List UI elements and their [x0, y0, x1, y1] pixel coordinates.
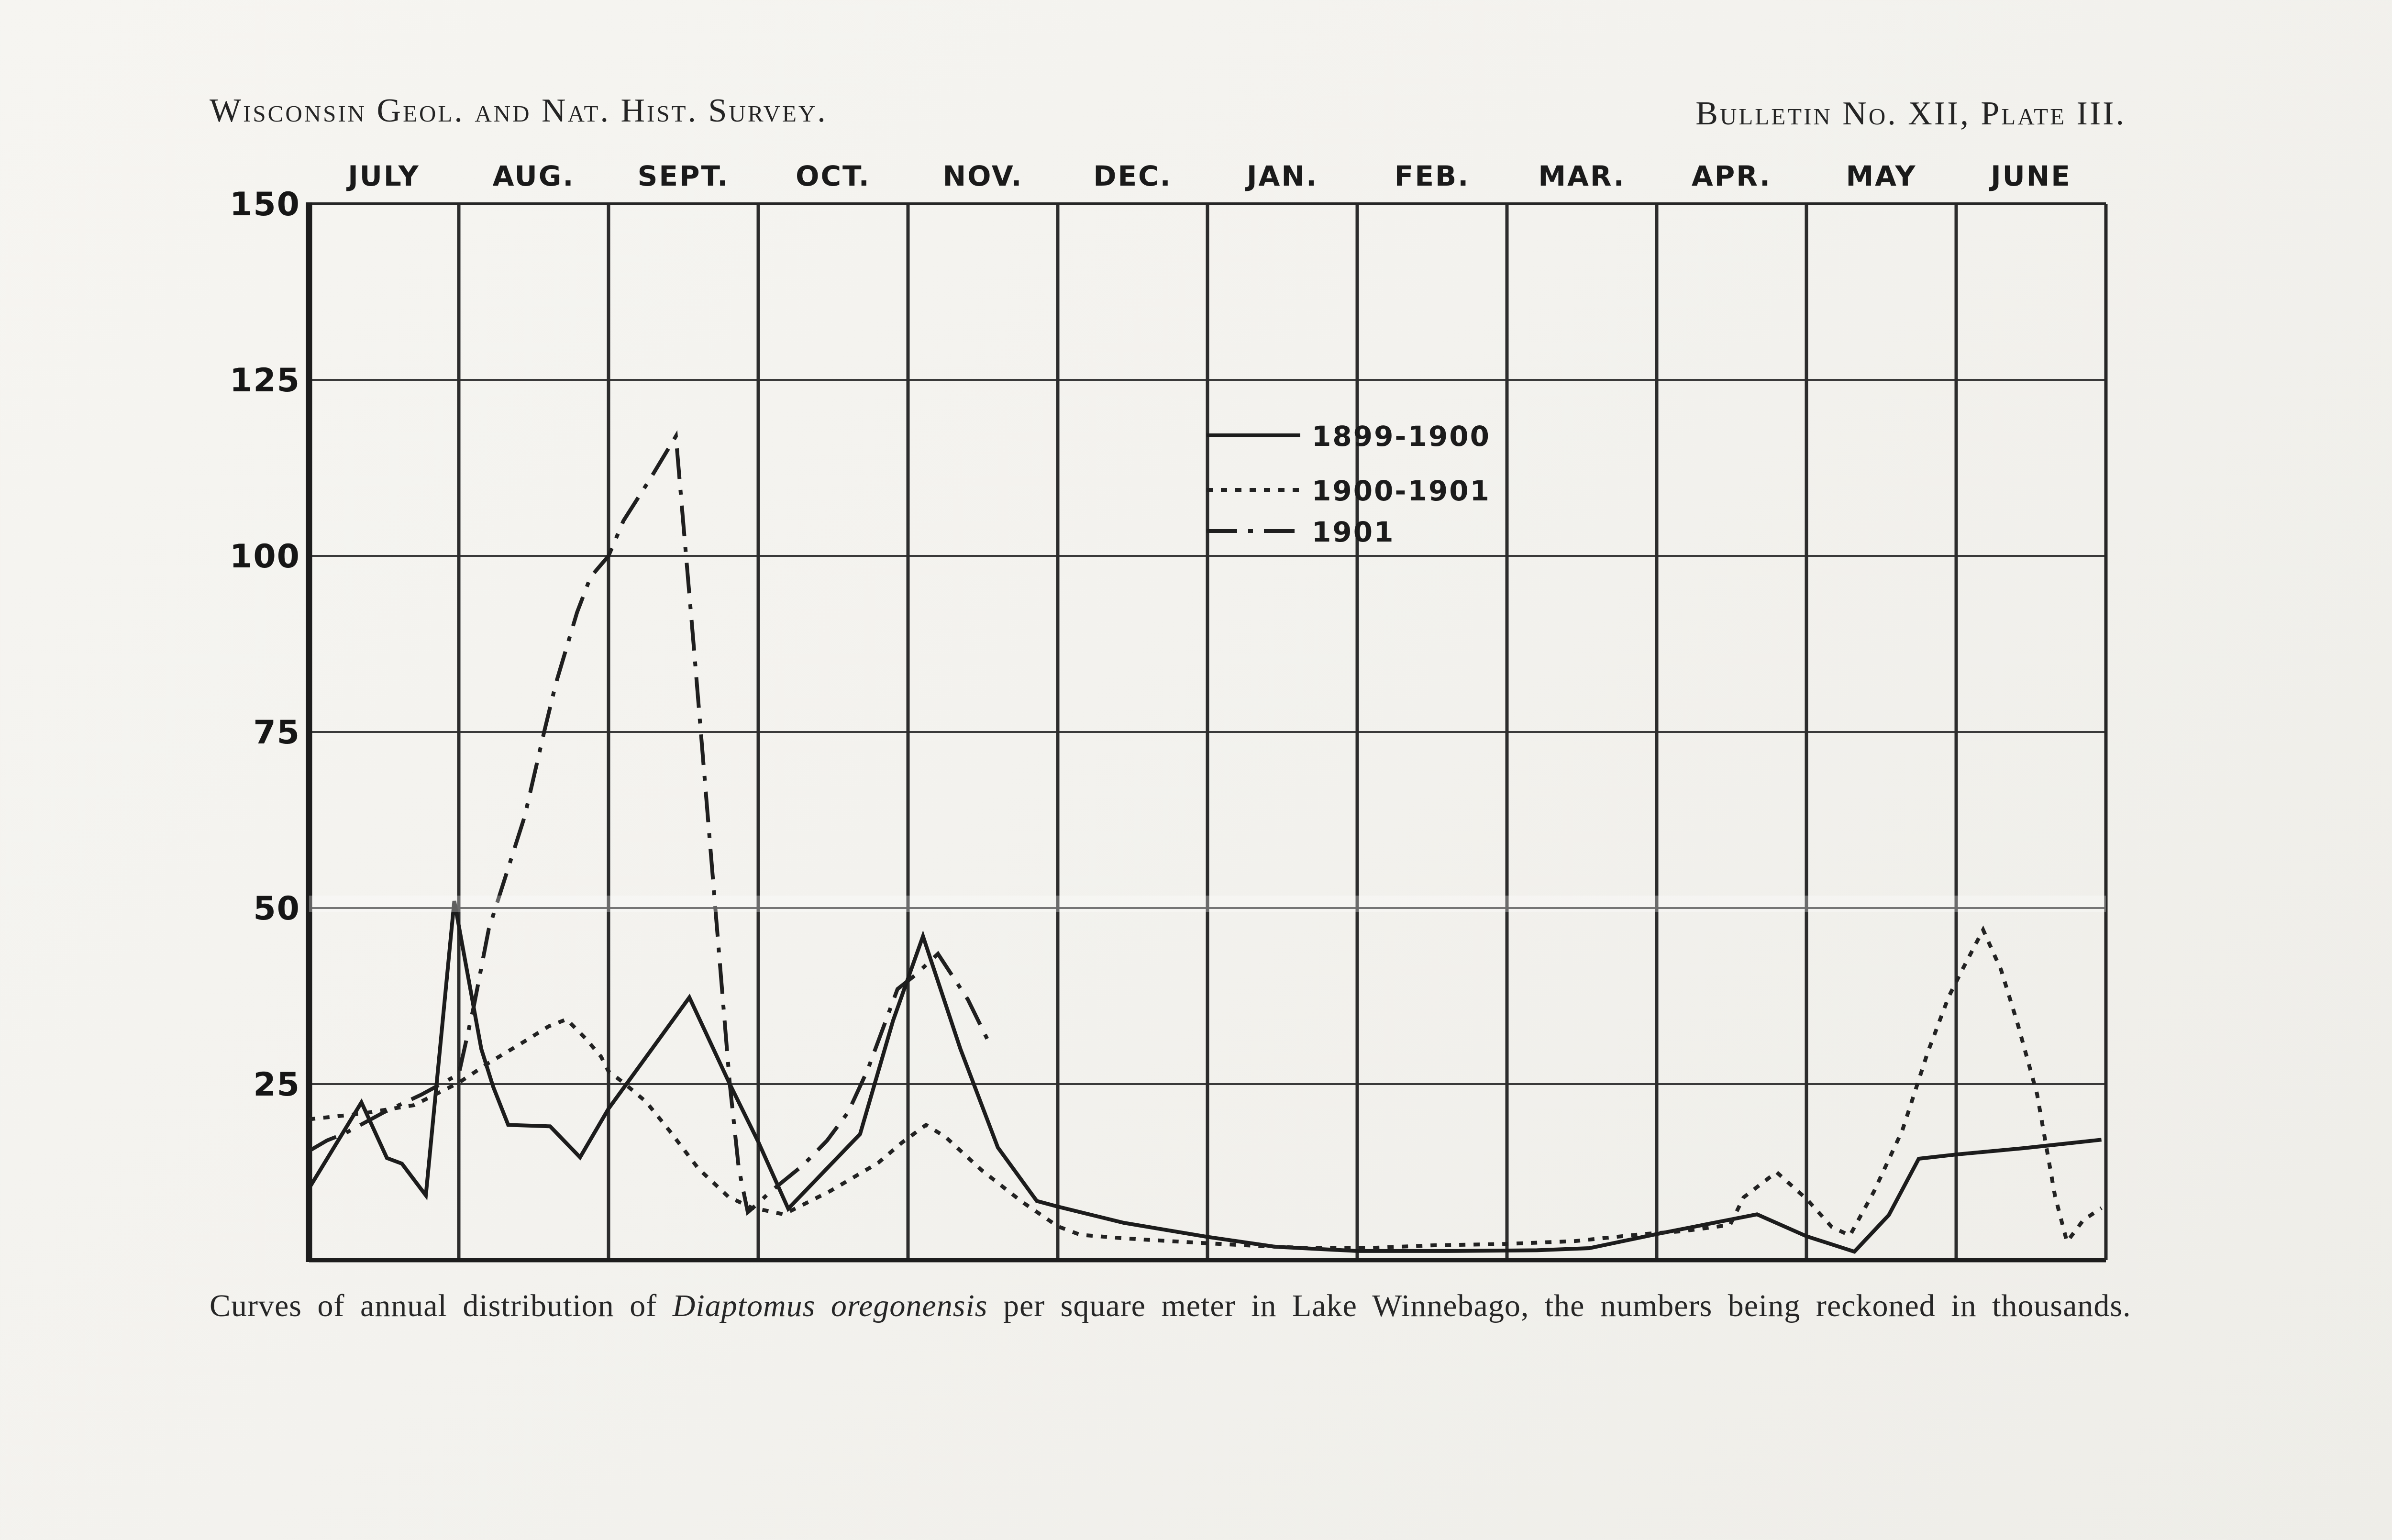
y-axis-label-125: 125: [230, 362, 300, 399]
bulletin-plate-number: Bulletin No. XII, Plate III.: [1695, 95, 2126, 132]
caption-text-end: per square meter in Lake Winnebago, the …: [987, 1288, 2131, 1323]
legend-label-1900-1901: 1900-1901: [1312, 475, 1491, 507]
series-line-1901: [308, 430, 992, 1216]
x-axis-label-4: NOV.: [943, 160, 1023, 192]
x-axis-label-7: FEB.: [1395, 160, 1470, 192]
y-axis-label-75: 75: [253, 714, 300, 752]
series-curves: [307, 430, 2103, 1254]
x-axis-label-3: OCT.: [796, 160, 871, 192]
series-line-1900-1901: [309, 925, 2103, 1250]
x-axis-label-10: MAY: [1846, 160, 1916, 192]
legend-label-1899-1900: 1899-1900: [1312, 420, 1491, 453]
grid: [306, 202, 2108, 1263]
caption-text-start: Curves of annual distribution of: [210, 1288, 673, 1323]
chart-legend: 1899-1900 1900-1901 1901: [1207, 420, 1491, 548]
y-axis-label-100: 100: [230, 538, 300, 576]
x-axis-label-11: JUNE: [1989, 160, 2071, 192]
x-axis-label-2: SEPT.: [638, 160, 730, 192]
x-axis-label-5: DEC.: [1093, 160, 1172, 192]
y-axis-labels: 150 125 100 75 50 25: [230, 186, 300, 1104]
x-axis-labels: JULY AUG. SEPT. OCT. NOV. DEC. JAN. FEB. MAR. APR…: [346, 160, 2071, 192]
x-axis-label-8: MAR.: [1538, 160, 1625, 192]
figure-caption: Curves of annual distribution of Diaptom…: [210, 1288, 2176, 1324]
series-line-1899-1900: [307, 900, 2102, 1254]
survey-title: Wisconsin Geol. and Nat. Hist. Survey.: [210, 92, 828, 129]
y-axis-label-50: 50: [253, 890, 300, 928]
x-axis-label-0: JULY: [346, 160, 420, 192]
x-axis-label-6: JAN.: [1245, 160, 1318, 192]
x-axis-label-9: APR.: [1692, 160, 1772, 192]
species-name: Diaptomus oregonensis: [672, 1288, 988, 1323]
y-axis-label-25: 25: [253, 1066, 300, 1104]
legend-label-1901: 1901: [1312, 516, 1395, 548]
y-axis-label-150: 150: [230, 186, 300, 223]
x-axis-label-1: AUG.: [493, 160, 575, 192]
